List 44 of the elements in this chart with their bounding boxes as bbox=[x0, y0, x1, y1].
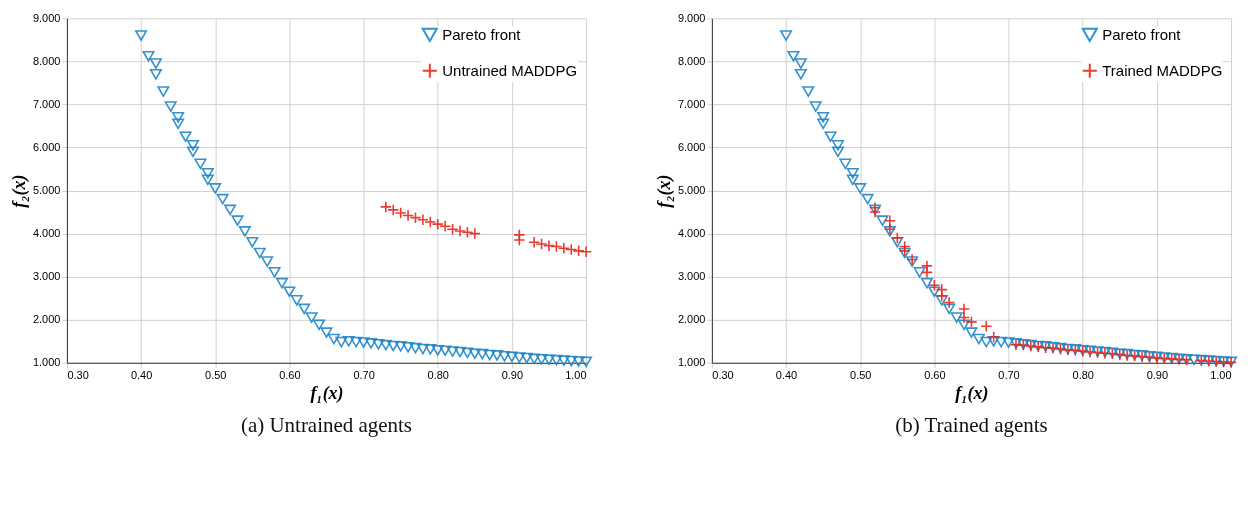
text: (b) Trained agents bbox=[895, 412, 1048, 437]
y-tick-label: 4.000 bbox=[32, 227, 61, 240]
x-tick-label: 0.80 bbox=[427, 369, 449, 382]
x-tick-label: 0.60 bbox=[279, 369, 301, 382]
y-tick-label: 2.000 bbox=[677, 313, 706, 326]
x-tick-label: 1.00 bbox=[565, 369, 587, 382]
legend-label: Untrained MADDPG bbox=[442, 61, 578, 79]
x-tick-label: 0.40 bbox=[775, 369, 798, 382]
text: (a) Untrained agents bbox=[240, 412, 412, 437]
x-tick-label: 0.90 bbox=[1146, 369, 1169, 382]
x-tick-label: 0.70 bbox=[353, 369, 375, 382]
y-tick-label: 4.000 bbox=[677, 227, 706, 240]
legend-label: Pareto front bbox=[1102, 25, 1182, 43]
y-tick-label: 1.000 bbox=[677, 356, 706, 369]
legend-label: Trained MADDPG bbox=[1102, 61, 1223, 79]
y-tick-label: 2.000 bbox=[32, 313, 61, 326]
y-tick-label: 8.000 bbox=[677, 54, 706, 67]
y-tick-label: 6.000 bbox=[677, 140, 706, 153]
y-tick-label: 7.000 bbox=[32, 97, 61, 110]
y-tick-label: 5.000 bbox=[677, 184, 706, 197]
y-tick-label: 9.000 bbox=[677, 11, 706, 24]
x-tick-label: 0.50 bbox=[205, 369, 227, 382]
x-tick-label: 0.50 bbox=[850, 369, 872, 382]
x-tick-label: 0.80 bbox=[1072, 369, 1094, 382]
y-tick-label: 7.000 bbox=[677, 97, 706, 110]
y-tick-label: 8.000 bbox=[32, 54, 61, 67]
x-tick-label: 0.90 bbox=[501, 369, 524, 382]
y-axis-title: f₂(x) bbox=[8, 174, 30, 208]
x-axis-title: f₁(x) bbox=[310, 383, 344, 405]
x-tick-label: 0.60 bbox=[924, 369, 946, 382]
y-tick-label: 9.000 bbox=[32, 11, 61, 24]
x-tick-label: 1.00 bbox=[1210, 369, 1232, 382]
legend-label: Pareto front bbox=[442, 25, 522, 43]
y-tick-label: 5.000 bbox=[32, 184, 61, 197]
y-tick-label: 3.000 bbox=[32, 270, 61, 283]
y-axis-title: f₂(x) bbox=[653, 174, 675, 208]
x-tick-label: 0.30 bbox=[712, 369, 734, 382]
y-tick-label: 3.000 bbox=[677, 270, 706, 283]
y-tick-label: 6.000 bbox=[32, 140, 61, 153]
x-tick-label: 0.30 bbox=[67, 369, 89, 382]
x-tick-label: 0.40 bbox=[130, 369, 153, 382]
y-tick-label: 1.000 bbox=[32, 356, 61, 369]
x-axis-title: f₁(x) bbox=[955, 383, 989, 405]
x-tick-label: 0.70 bbox=[998, 369, 1020, 382]
